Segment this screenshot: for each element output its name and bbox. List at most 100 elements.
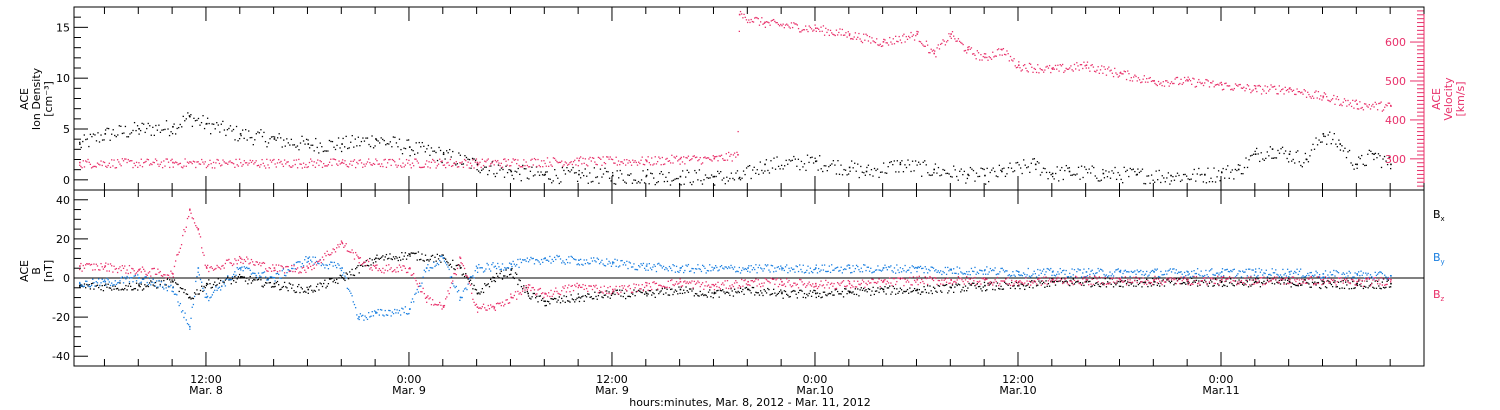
velocity-point: [1302, 93, 1304, 95]
density-point: [602, 173, 605, 175]
bx-point: [1331, 285, 1334, 288]
bz-point: [544, 293, 546, 295]
bx-point: [853, 293, 855, 295]
bx-point: [761, 292, 763, 294]
velocity-point: [339, 163, 341, 165]
by-point: [180, 311, 183, 313]
by-point: [160, 281, 163, 283]
bx-point: [354, 268, 357, 270]
density-point: [966, 177, 969, 180]
by-point: [539, 263, 542, 265]
bx-point: [166, 278, 169, 280]
density-point: [650, 172, 652, 174]
velocity-point: [441, 160, 443, 162]
density-point: [505, 165, 507, 167]
velocity-point: [518, 164, 520, 167]
by-point: [1109, 271, 1111, 273]
density-point: [225, 134, 227, 137]
bx-point: [511, 267, 513, 270]
bz-point: [346, 250, 349, 252]
bx-point: [410, 252, 412, 254]
bx-point: [1038, 280, 1040, 282]
velocity-point: [229, 160, 231, 162]
bx-point: [964, 285, 967, 287]
bx-point: [645, 292, 648, 295]
velocity-point: [1134, 74, 1136, 76]
velocity-point: [1258, 84, 1260, 87]
density-point: [509, 169, 512, 171]
bx-point: [1117, 280, 1119, 283]
bz-point: [507, 302, 510, 304]
by-point: [924, 266, 926, 268]
bx-point: [79, 284, 81, 287]
density-point: [764, 170, 766, 172]
density-point: [1187, 178, 1189, 180]
by-point: [656, 263, 659, 265]
bx-point: [1129, 281, 1131, 284]
velocity-point: [513, 159, 515, 161]
density-point: [1039, 174, 1042, 176]
bx-point: [405, 258, 408, 260]
velocity-point: [694, 156, 697, 159]
bz-point: [629, 287, 632, 290]
by-point: [1091, 269, 1093, 271]
velocity-point: [610, 158, 613, 160]
bz-point: [510, 296, 513, 299]
bx-point: [1133, 285, 1135, 287]
density-point: [590, 181, 592, 183]
velocity-point: [872, 40, 874, 42]
density-point: [747, 165, 749, 168]
velocity-point: [172, 161, 174, 164]
velocity-point: [208, 163, 210, 166]
bz-point: [161, 275, 164, 277]
bz-point: [550, 289, 552, 292]
bx-point: [170, 281, 172, 283]
bz-point: [122, 267, 125, 269]
bx-point: [1157, 282, 1160, 285]
velocity-point: [587, 165, 589, 167]
by-point: [945, 273, 948, 276]
density-point: [398, 138, 401, 140]
bx-point: [781, 292, 783, 295]
velocity-point: [364, 165, 366, 167]
velocity-point: [1257, 85, 1259, 87]
by-point: [308, 256, 311, 258]
bz-point: [143, 268, 145, 271]
by-point: [636, 269, 639, 271]
density-point: [1192, 173, 1194, 175]
bz-point: [260, 265, 262, 267]
velocity-point: [171, 158, 173, 160]
velocity-point: [1316, 97, 1318, 99]
by-point: [1263, 272, 1265, 274]
velocity-point: [274, 163, 276, 165]
by-point: [538, 261, 540, 263]
density-point: [363, 140, 366, 142]
velocity-point: [1067, 68, 1070, 70]
by-point: [365, 316, 367, 319]
by-point: [719, 266, 722, 268]
velocity-point: [635, 161, 637, 164]
bx-point: [521, 288, 524, 290]
bz-point: [109, 263, 112, 265]
density-point: [738, 177, 740, 180]
bx-point: [423, 260, 425, 262]
by-point: [307, 257, 310, 260]
by-point: [272, 276, 274, 279]
by-point: [879, 269, 881, 271]
velocity-point: [1038, 72, 1040, 74]
bx-point: [1326, 287, 1328, 289]
by-point: [1329, 271, 1331, 273]
by-point: [587, 262, 589, 264]
velocity-point: [390, 164, 392, 167]
density-point: [902, 171, 905, 173]
bx-point: [1228, 282, 1231, 284]
bx-point: [314, 290, 317, 292]
by-point: [435, 264, 437, 266]
bz-point: [275, 264, 277, 266]
by-point: [833, 269, 835, 271]
velocity-point: [674, 157, 677, 159]
density-point: [270, 136, 273, 138]
by-point: [1348, 270, 1350, 273]
velocity-point: [581, 163, 583, 165]
bz-point: [344, 245, 346, 247]
